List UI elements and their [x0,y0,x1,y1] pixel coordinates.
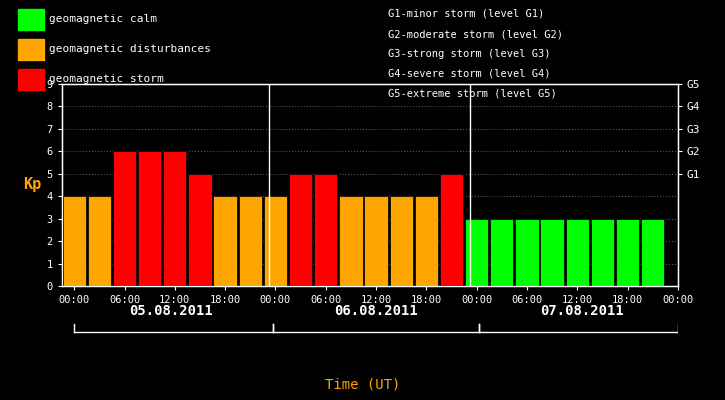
Bar [389,196,413,286]
Bar [540,219,564,286]
Text: 07.08.2011: 07.08.2011 [539,304,624,318]
Text: G5-extreme storm (level G5): G5-extreme storm (level G5) [388,89,557,99]
Bar [641,219,664,286]
Bar [465,219,488,286]
Bar [163,151,186,286]
Bar [566,219,589,286]
Text: G1-minor storm (level G1): G1-minor storm (level G1) [388,9,544,19]
Text: G4-severe storm (level G4): G4-severe storm (level G4) [388,69,550,79]
Bar [239,196,262,286]
Bar [264,196,287,286]
Bar [188,174,212,286]
Bar [365,196,388,286]
Bar [339,196,362,286]
Bar [440,174,463,286]
Bar [415,196,438,286]
Bar [88,196,111,286]
Text: 06.08.2011: 06.08.2011 [334,304,418,318]
Text: G3-strong storm (level G3): G3-strong storm (level G3) [388,49,550,59]
Bar [515,219,539,286]
Bar [314,174,337,286]
Bar [213,196,237,286]
Bar [490,219,513,286]
Bar [616,219,639,286]
Text: geomagnetic storm: geomagnetic storm [49,74,163,84]
Text: 05.08.2011: 05.08.2011 [129,304,212,318]
Y-axis label: Kp: Kp [23,178,41,192]
Bar [62,196,86,286]
Bar [289,174,312,286]
Text: Time (UT): Time (UT) [325,377,400,391]
Bar [113,151,136,286]
Text: geomagnetic disturbances: geomagnetic disturbances [49,44,210,54]
Text: geomagnetic calm: geomagnetic calm [49,14,157,24]
Bar [138,151,161,286]
Text: G2-moderate storm (level G2): G2-moderate storm (level G2) [388,29,563,39]
Bar [591,219,614,286]
